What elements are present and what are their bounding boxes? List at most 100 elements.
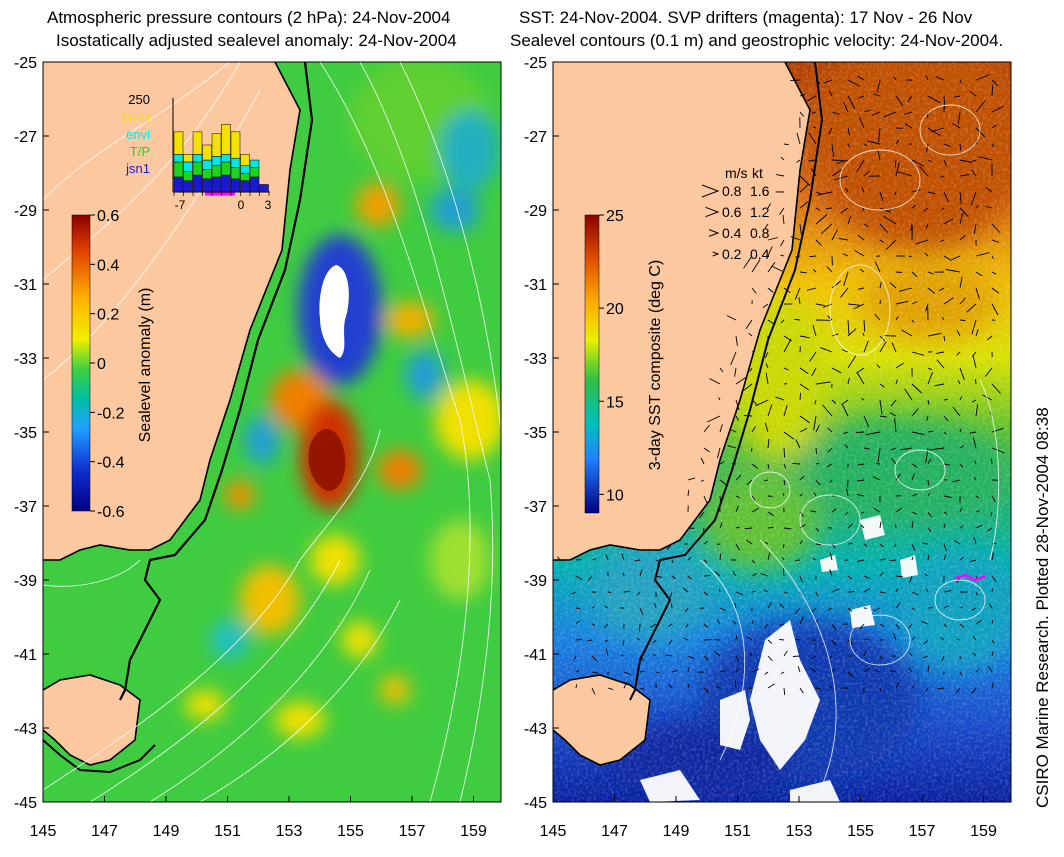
velocity-vector: [847, 575, 852, 580]
velocity-vector: [971, 169, 977, 177]
velocity-vector: [734, 367, 737, 377]
right-lat-label: -35: [524, 425, 547, 442]
velocity-vector: [991, 458, 993, 465]
right-lat-label: -33: [524, 351, 547, 368]
velocity-vector: [719, 367, 724, 373]
velocity-vector: [735, 543, 740, 551]
velocity-vector: [863, 340, 869, 353]
velocity-vector: [973, 476, 977, 481]
velocity-vector: [799, 111, 805, 117]
inset-bar-jsn1: [240, 180, 250, 193]
velocity-vector: [799, 687, 804, 694]
velocity-vector: [762, 303, 769, 309]
velocity-vector: [767, 439, 770, 449]
velocity-vector: [894, 417, 897, 433]
velocity-vector: [668, 683, 673, 689]
left-lat-label: -39: [14, 573, 37, 590]
inset-x-tick: -7: [175, 198, 186, 212]
velocity-vector: [731, 462, 737, 465]
velocity-vector: [956, 687, 961, 694]
velocity-vector: [748, 332, 753, 337]
velocity-vector: [795, 559, 801, 562]
velocity-vector: [605, 648, 609, 657]
velocity-vector: [847, 542, 853, 545]
velocity-vector: [783, 367, 789, 371]
velocity-vector: [876, 79, 881, 93]
velocity-vector: [975, 205, 979, 209]
velocity-vector: [841, 403, 849, 417]
velocity-vector: [573, 655, 577, 660]
velocity-vector: [703, 655, 709, 661]
velocity-vector: [959, 297, 966, 305]
velocity-vector: [782, 568, 785, 577]
velocity-vector: [815, 214, 828, 225]
velocity-vector: [779, 603, 785, 609]
velocity-vector: [831, 229, 838, 241]
velocity-vector: [934, 383, 945, 387]
velocity-vector: [700, 457, 705, 465]
velocity-vector: [959, 191, 962, 204]
velocity-vector: [796, 132, 801, 145]
velocity-vector: [575, 620, 580, 625]
velocity-vector: [811, 607, 817, 613]
velocity-vector: [799, 201, 808, 209]
velocity-vector: [908, 255, 913, 258]
velocity-vector: [959, 671, 963, 676]
velocity-vector: [879, 282, 882, 289]
velocity-vector: [607, 687, 614, 691]
velocity-vector: [748, 687, 753, 689]
velocity-vector: [607, 591, 612, 594]
velocity-vector: [587, 575, 593, 582]
velocity-vector: [687, 683, 690, 689]
velocity-vector: [847, 591, 855, 593]
velocity-vector: [831, 159, 845, 162]
velocity-vector: [605, 554, 609, 561]
velocity-vector: [911, 511, 917, 515]
velocity-vector: [856, 493, 865, 497]
velocity-vector: [969, 559, 977, 563]
velocity-vector: [959, 79, 963, 84]
velocity-vector: [975, 379, 977, 385]
right-lon-label: 151: [724, 823, 751, 840]
velocity-vector: [783, 143, 789, 146]
velocity-vector: [863, 170, 871, 177]
velocity-vector: [895, 588, 899, 593]
inset-x-tick: 3: [265, 198, 272, 212]
speed-legend-ms: 0.8: [722, 183, 742, 199]
velocity-vector: [812, 126, 817, 129]
velocity-vector: [890, 457, 897, 465]
velocity-vector: [861, 187, 865, 193]
velocity-vector: [863, 543, 868, 547]
velocity-vector: [847, 328, 857, 337]
inset-bar-tp: [240, 172, 250, 181]
velocity-vector: [927, 95, 941, 104]
velocity-vector: [863, 575, 870, 579]
velocity-vector: [591, 655, 598, 662]
velocity-vector: [668, 623, 673, 627]
velocity-vector: [858, 95, 865, 99]
velocity-vector: [863, 109, 871, 113]
velocity-vector: [863, 223, 869, 228]
velocity-vector: [863, 650, 867, 657]
velocity-vector: [895, 300, 909, 305]
velocity-vector: [575, 559, 582, 561]
velocity-vector: [927, 493, 931, 497]
velocity-vector: [847, 523, 854, 529]
velocity-vector: [703, 541, 708, 545]
velocity-vector: [746, 479, 753, 486]
velocity-vector: [591, 606, 595, 609]
velocity-vector: [840, 207, 849, 214]
velocity-vector: [799, 94, 806, 97]
left-lat-label: -29: [14, 203, 37, 220]
velocity-vector: [782, 215, 785, 225]
inset-bar-jsn1: [183, 180, 193, 193]
velocity-vector: [819, 346, 833, 353]
velocity-vector: [943, 143, 951, 148]
velocity-vector: [719, 522, 723, 529]
velocity-vector: [847, 143, 851, 148]
velocity-vector: [751, 287, 757, 294]
velocity-vector: [895, 379, 898, 385]
velocity-vector: [623, 681, 628, 689]
velocity-vector: [862, 207, 865, 212]
velocity-vector: [782, 557, 785, 561]
